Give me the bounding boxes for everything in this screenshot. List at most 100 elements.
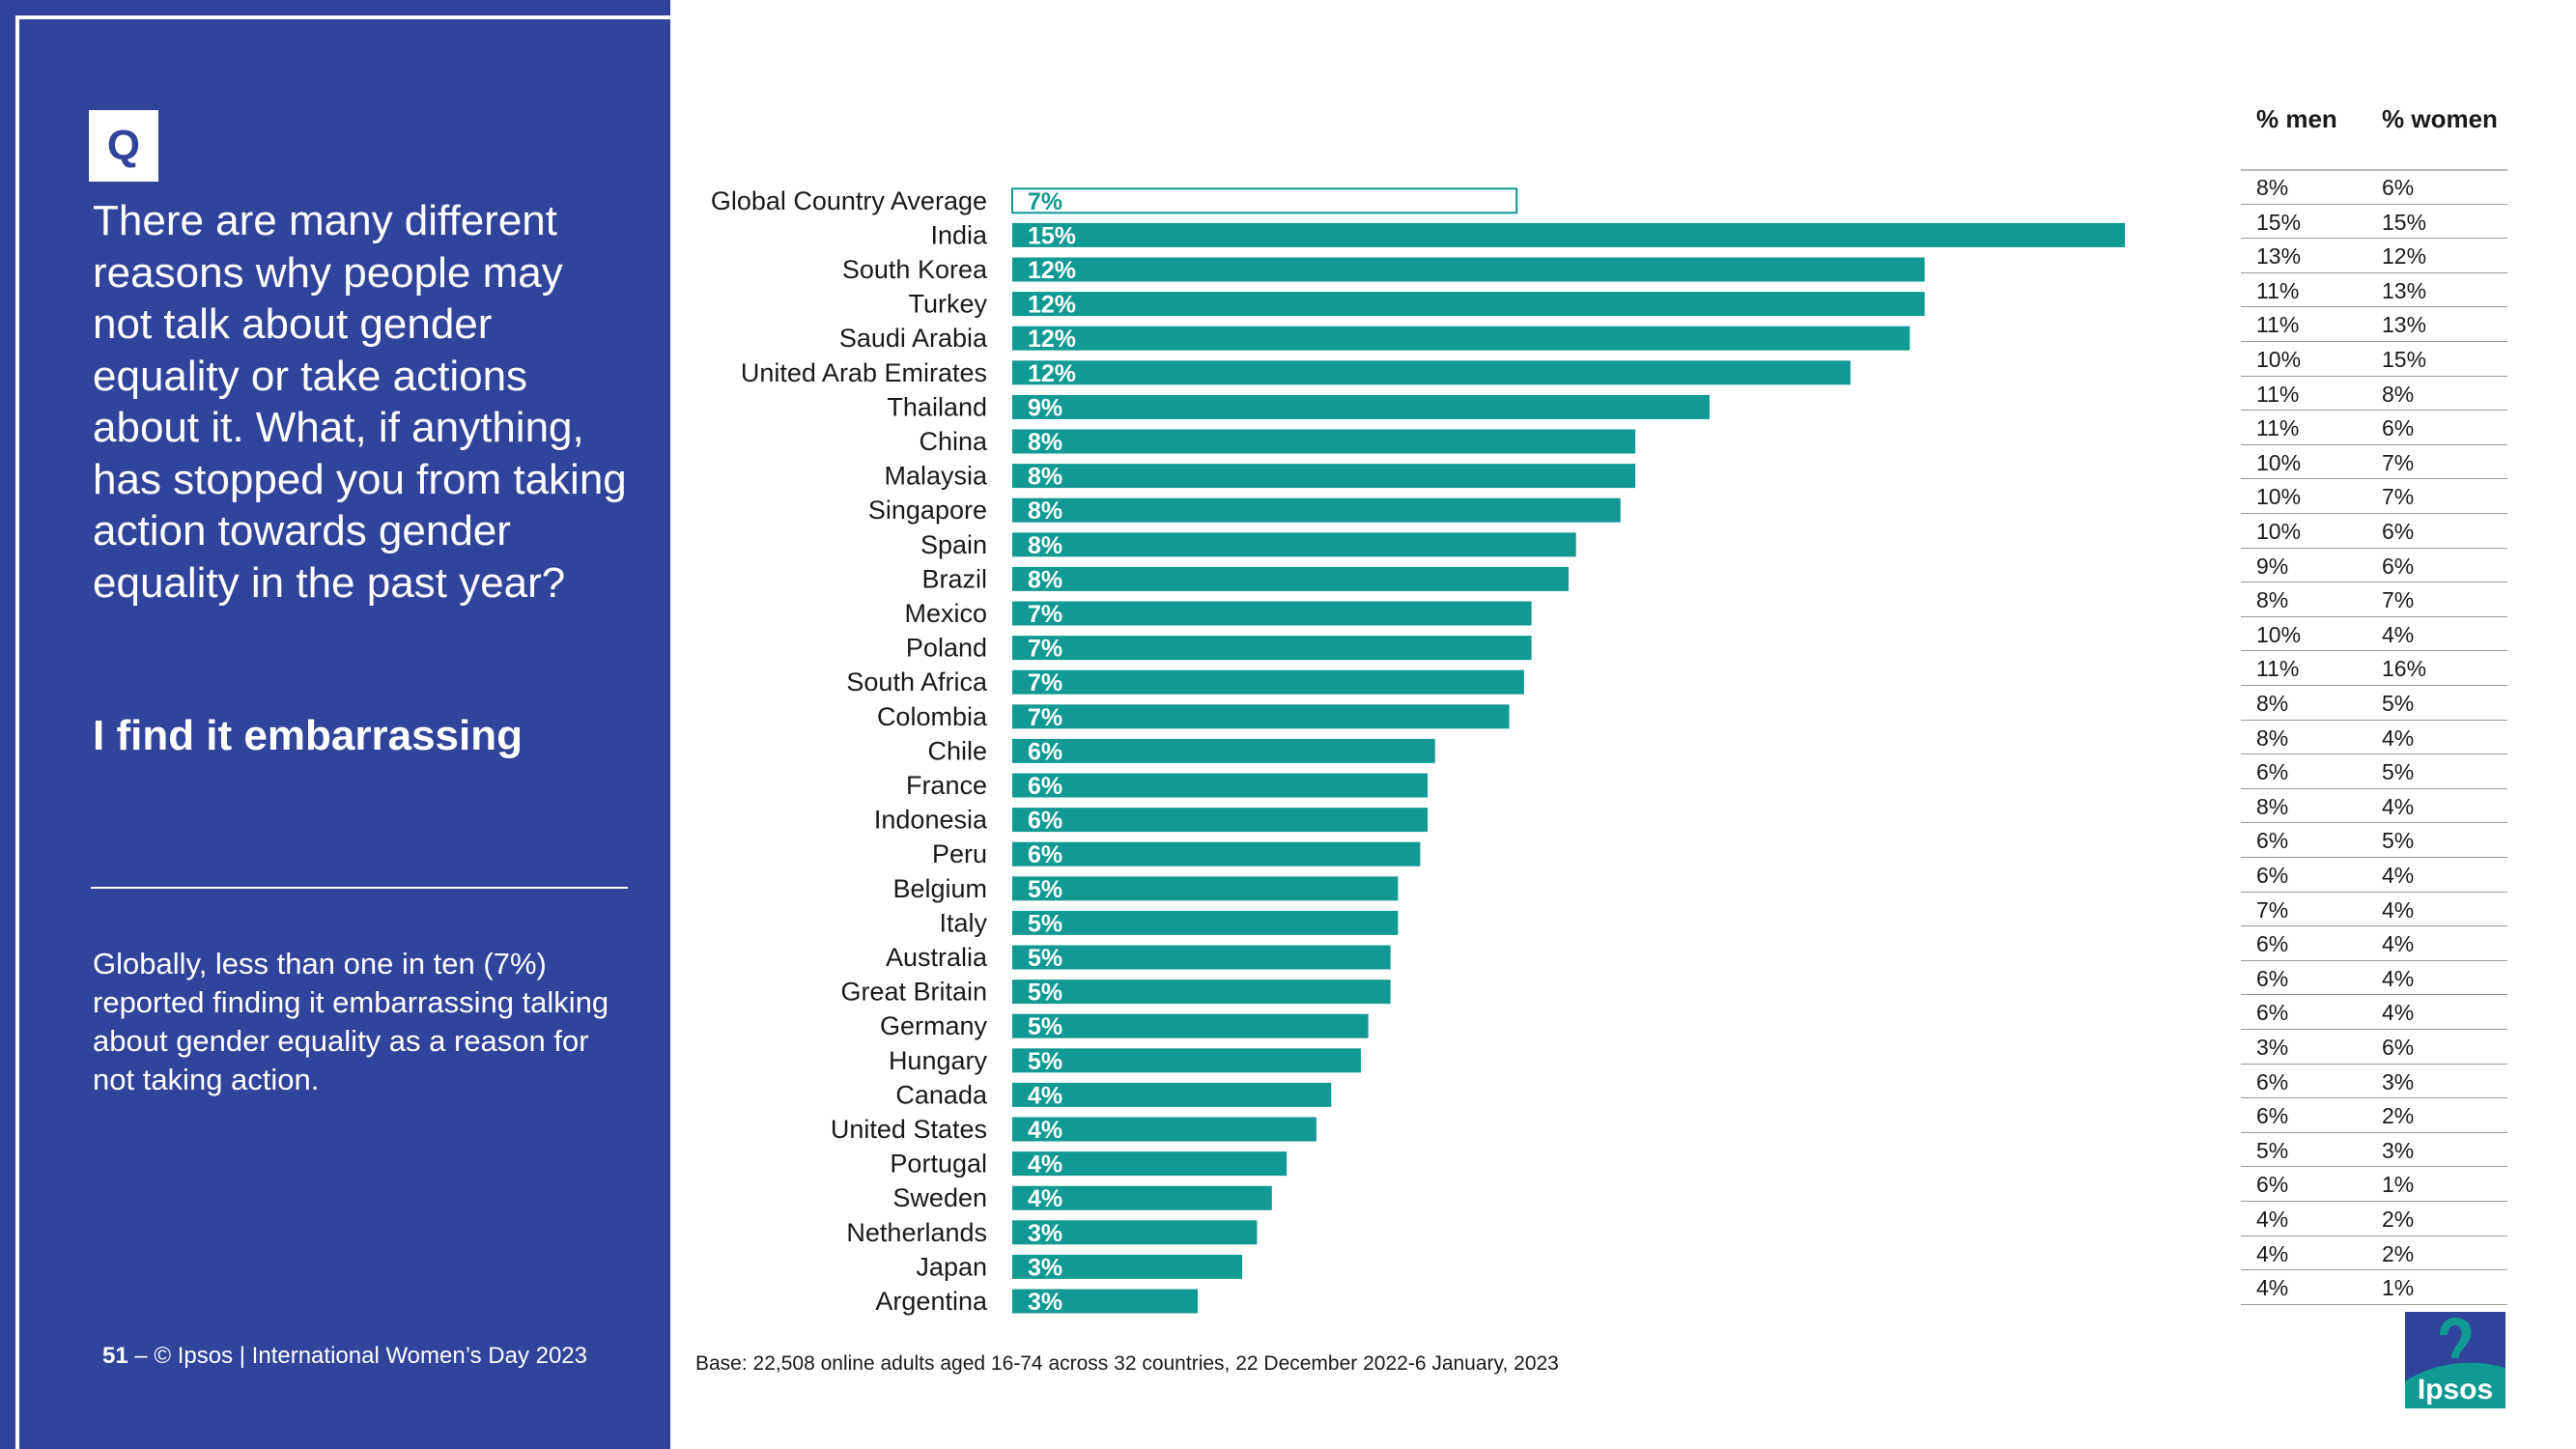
bar [1012, 497, 1621, 523]
men-percent-cell: 6% [2256, 931, 2289, 957]
bar-value-label: 6% [1028, 773, 1062, 800]
bar [1012, 945, 1391, 970]
table-row-rule [2241, 238, 2507, 240]
country-label: Hungary [889, 1046, 988, 1075]
bar [1012, 566, 1569, 591]
women-percent-cell: 13% [2382, 277, 2427, 303]
women-column-header: % women [2382, 104, 2498, 133]
men-percent-cell: 6% [2256, 863, 2289, 888]
table-row-rule [2241, 925, 2507, 927]
women-percent-cell: 2% [2382, 1207, 2415, 1232]
bar-value-label: 9% [1028, 394, 1062, 421]
country-label: United Arab Emirates [741, 358, 987, 387]
women-percent-cell: 4% [2382, 896, 2415, 923]
country-label: Poland [906, 634, 987, 663]
bar [1012, 1185, 1272, 1210]
bar [1012, 292, 1925, 317]
women-percent-cell: 4% [2382, 1000, 2415, 1026]
bar [1012, 1013, 1369, 1038]
women-percent-cell: 8% [2382, 381, 2415, 407]
answer-option-label: I find it embarrassing [93, 712, 523, 759]
men-percent-cell: 10% [2256, 484, 2302, 510]
country-label: Peru [932, 839, 987, 868]
base-note: Base: 22,508 online adults aged 16-74 ac… [695, 1352, 1559, 1375]
table-row-rule [2241, 341, 2507, 342]
table-row-rule [2241, 1063, 2507, 1065]
table-row-rule [2241, 1166, 2507, 1168]
table-row-rule [2241, 1269, 2507, 1271]
women-percent-cell: 5% [2382, 828, 2415, 854]
bar-value-label: 5% [1028, 945, 1062, 972]
bar-value-label: 8% [1028, 429, 1062, 456]
men-percent-cell: 6% [2256, 965, 2289, 991]
country-label: Mexico [904, 599, 987, 628]
country-label: Chile [927, 736, 987, 765]
country-label: Global Country Average [711, 186, 987, 215]
bar [1012, 222, 2125, 247]
question-panel: Q There are many different reasons why p… [0, 0, 670, 1449]
bar [1012, 360, 1851, 385]
women-percent-cell: 4% [2382, 793, 2415, 819]
bar-value-label: 15% [1028, 222, 1076, 249]
bar-value-label: 12% [1028, 257, 1076, 284]
women-percent-cell: 4% [2382, 931, 2415, 957]
bar-value-label: 5% [1028, 876, 1062, 903]
country-label: Spain [920, 530, 987, 559]
men-percent-cell: 11% [2256, 381, 2300, 407]
men-percent-cell: 11% [2256, 656, 2300, 682]
logo-head-shape [2440, 1318, 2472, 1358]
bar-value-label: 4% [1028, 1117, 1062, 1144]
bar [1012, 257, 1925, 282]
table-row-rule [2241, 891, 2507, 893]
men-percent-cell: 4% [2256, 1240, 2289, 1266]
country-label: Netherlands [846, 1218, 987, 1247]
bar-value-label: 3% [1028, 1289, 1062, 1316]
bar-value-label: 6% [1028, 841, 1062, 868]
women-percent-cell: 6% [2382, 415, 2415, 441]
table-row-rule [2241, 306, 2507, 308]
bar [1012, 910, 1399, 935]
table-row-rule [2241, 753, 2507, 755]
country-label: Singapore [868, 496, 987, 525]
women-percent-cell: 6% [2382, 175, 2415, 200]
bar-value-label: 4% [1028, 1185, 1062, 1212]
men-percent-cell: 6% [2256, 828, 2289, 854]
bar-value-label: 6% [1028, 808, 1062, 835]
bar-value-label: 4% [1028, 1082, 1062, 1109]
men-column-header: % men [2256, 104, 2337, 133]
women-percent-cell: 7% [2382, 449, 2415, 475]
table-row-rule [2241, 203, 2507, 205]
bar [1012, 738, 1435, 763]
country-label: Japan [916, 1252, 987, 1281]
question-text: There are many different reasons why peo… [93, 197, 627, 607]
table-row-rule [2241, 787, 2507, 789]
women-percent-cell: 5% [2382, 759, 2415, 785]
men-percent-cell: 4% [2256, 1207, 2289, 1232]
country-label: South Korea [842, 255, 988, 284]
bar [1012, 326, 1911, 351]
bar-value-label: 7% [1028, 601, 1062, 628]
table-row-rule [2241, 513, 2507, 514]
table-row-rule [2241, 271, 2507, 273]
women-percent-cell: 15% [2382, 347, 2427, 372]
bar-value-label: 6% [1028, 738, 1062, 765]
country-label: France [906, 771, 987, 800]
men-percent-cell: 6% [2256, 1172, 2289, 1198]
men-percent-cell: 8% [2256, 175, 2289, 200]
question-badge: Q [89, 110, 158, 182]
bar-global-average [1011, 187, 1518, 214]
women-percent-cell: 6% [2382, 553, 2415, 579]
women-percent-cell: 12% [2382, 243, 2427, 270]
bar [1012, 1289, 1198, 1314]
men-percent-cell: 15% [2256, 209, 2302, 235]
women-percent-cell: 6% [2382, 519, 2415, 544]
table-row-rule [2241, 375, 2507, 377]
country-label: South Africa [846, 668, 988, 696]
bar-value-label: 8% [1028, 566, 1062, 593]
women-percent-cell: 1% [2382, 1172, 2415, 1198]
women-percent-cell: 4% [2382, 621, 2415, 647]
women-percent-cell: 4% [2382, 965, 2415, 991]
country-label: Belgium [892, 874, 987, 903]
women-percent-cell: 16% [2382, 656, 2427, 682]
